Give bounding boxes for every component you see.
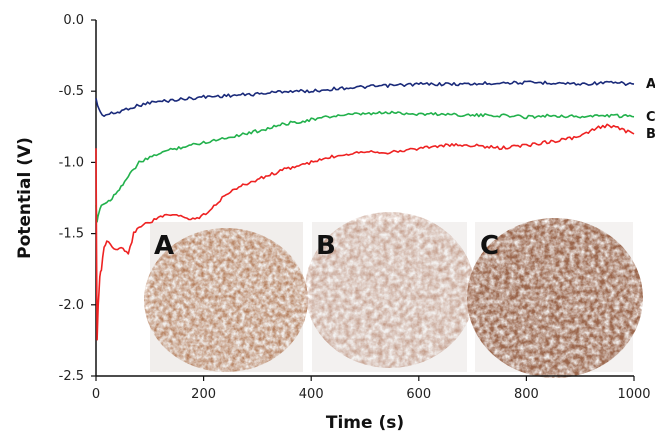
inset-label-a: A xyxy=(154,231,174,261)
inset-photo-a: A xyxy=(144,222,308,372)
y-axis-ticks: 0.0 -0.5 -1.0 -1.5 -2.0 -2.5 xyxy=(59,13,96,384)
x-tick-label: 200 xyxy=(191,387,216,402)
x-tick-label: 600 xyxy=(406,387,431,402)
y-tick-label: 0.0 xyxy=(63,13,84,28)
y-axis-title: Potential (V) xyxy=(15,137,35,259)
series-line-a xyxy=(95,80,635,117)
series-layer: ACB xyxy=(95,77,655,341)
y-tick-label: -2.0 xyxy=(59,298,84,313)
inset-label-c: C xyxy=(480,231,499,261)
inset-label-b: B xyxy=(316,231,336,261)
x-tick-label: 400 xyxy=(299,387,324,402)
y-tick-label: -2.5 xyxy=(59,369,84,384)
series-line-b xyxy=(95,123,635,341)
series-tag-b: B xyxy=(646,127,655,142)
x-tick-label: 0 xyxy=(92,387,100,402)
y-tick-label: -1.5 xyxy=(59,227,84,242)
series-tag-a: A xyxy=(646,77,655,92)
x-tick-label: 800 xyxy=(514,387,539,402)
inset-photo-c: C xyxy=(467,218,643,378)
series-line-c xyxy=(95,110,635,223)
y-tick-label: -0.5 xyxy=(59,84,84,99)
x-axis-title: Time (s) xyxy=(326,413,404,433)
x-tick-label: 1000 xyxy=(617,387,650,402)
series-tag-c: C xyxy=(646,110,655,125)
inset-photo-b: B xyxy=(305,212,475,372)
x-axis-ticks: 0 200 400 600 800 1000 xyxy=(92,376,651,402)
y-tick-label: -1.0 xyxy=(59,155,84,170)
